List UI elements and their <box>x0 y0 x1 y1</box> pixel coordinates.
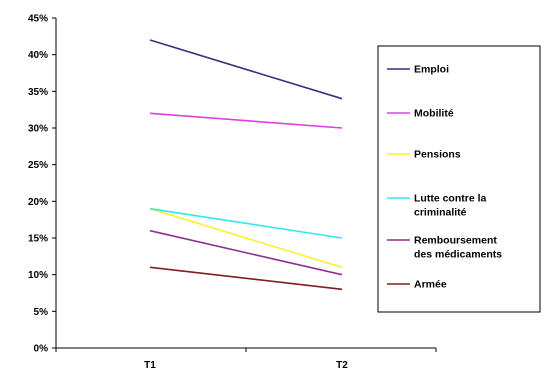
x-tick-label: T2 <box>336 360 348 371</box>
legend: Emploi Mobilité Pensions Lutte contre la cri… <box>377 45 541 313</box>
legend-label-mobilite: Mobilité <box>414 108 454 120</box>
y-tick-label: 5% <box>34 307 49 318</box>
legend-label-pensions: Pensions <box>414 149 461 161</box>
y-axis: 0% 5% 10% 15% 20% 25% 30% 35% 40% 45% <box>28 14 57 355</box>
y-tick-label: 10% <box>28 270 48 281</box>
y-tick-label: 45% <box>28 14 48 25</box>
legend-label-lutte-contre-la-criminalite: Lutte contre la <box>414 193 487 205</box>
x-tick-label: T1 <box>144 360 156 371</box>
y-tick-label: 20% <box>28 197 48 208</box>
legend-label-emploi: Emploi <box>414 64 449 76</box>
y-tick-label: 15% <box>28 234 48 245</box>
series-line-mobilite <box>149 112 343 129</box>
legend-label-remboursement-des-medicaments: Remboursement <box>414 235 497 247</box>
legend-label-lutte-contre-la-criminalite: criminalité <box>414 207 467 219</box>
series-line-remboursement-des-medicaments <box>149 229 343 276</box>
legend-label-remboursement-des-medicaments: des médicaments <box>414 249 502 261</box>
y-tick-label: 35% <box>28 87 48 98</box>
y-tick-label: 30% <box>28 124 48 135</box>
series-line-armee <box>149 266 343 291</box>
series-lines <box>149 39 343 291</box>
legend-box <box>377 45 541 313</box>
y-tick-label: 0% <box>34 344 49 355</box>
series-line-lutte-contre-la-criminalite <box>149 207 343 239</box>
x-axis: T1 T2 <box>55 347 437 371</box>
y-tick-label: 40% <box>28 50 48 61</box>
y-tick-label: 25% <box>28 160 48 171</box>
series-line-emploi <box>149 39 343 100</box>
legend-label-armee: Armée <box>414 279 447 291</box>
series-line-pensions <box>149 207 343 269</box>
